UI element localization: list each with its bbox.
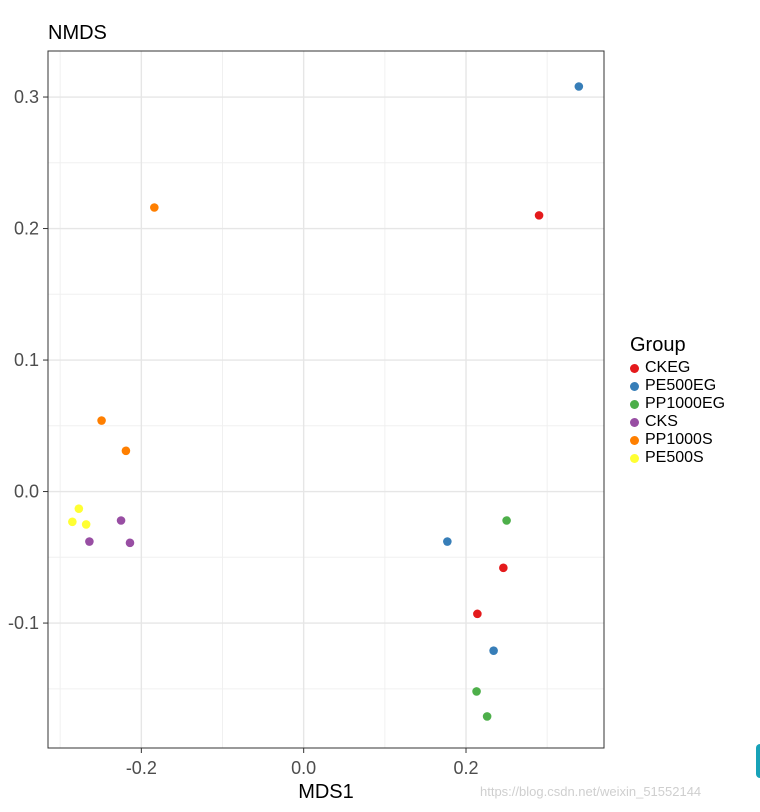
legend-item-cks: CKS (630, 413, 725, 431)
data-point-pe500eg (574, 82, 584, 91)
data-point-pp1000s (150, 203, 159, 212)
legend-item-pp1000s: PP1000S (630, 431, 725, 449)
legend-label: PE500EG (645, 377, 717, 394)
data-point-pp1000eg (482, 712, 492, 721)
side-tab-handle[interactable] (756, 744, 760, 778)
legend-label: PP1000S (645, 431, 713, 448)
data-point-cks (85, 537, 94, 546)
legend-label: PP1000EG (645, 395, 726, 412)
plot-border (47, 50, 605, 749)
legend-title: Group (630, 334, 686, 356)
data-point-pe500s (81, 520, 91, 529)
legend-swatch (630, 453, 639, 463)
y-tick-label: 0.0 (14, 482, 39, 502)
data-point-pp1000s (97, 416, 106, 425)
data-point-pp1000eg (502, 516, 511, 525)
legend-swatch (630, 363, 639, 373)
data-point-pp1000eg (472, 687, 481, 696)
legend-swatch (630, 399, 639, 409)
legend-label: PE500S (645, 449, 704, 466)
data-point-ckeg (473, 609, 482, 619)
legend-swatch (630, 381, 639, 391)
legend: Group CKEG PE500EG PP1000EG CKS PP1000S … (630, 334, 725, 467)
y-tick-label: 0.2 (14, 219, 39, 239)
y-tick-label: 0.3 (14, 87, 39, 107)
legend-label: CKS (645, 413, 678, 430)
data-point-pe500eg (443, 537, 452, 546)
legend-swatch (630, 417, 639, 427)
data-point-pe500s (74, 504, 84, 513)
x-axis-label: MDS1 (298, 781, 354, 803)
x-tick-label: 0.2 (453, 758, 478, 778)
legend-item-ckeg: CKEG (630, 359, 725, 377)
data-point-pp1000s (121, 446, 131, 456)
data-point-pe500s (68, 517, 77, 527)
data-point-cks (125, 538, 135, 548)
legend-item-pe500s: PE500S (630, 449, 725, 467)
legend-label: CKEG (645, 359, 691, 376)
x-tick-label: 0.0 (291, 758, 316, 778)
data-point-pe500eg (489, 646, 498, 655)
data-point-ckeg (499, 563, 508, 573)
chart-title: NMDS (48, 22, 107, 44)
watermark: https://blog.csdn.net/weixin_51552144 (480, 784, 702, 799)
plot-background (48, 51, 604, 748)
y-tick-label: 0.1 (14, 350, 39, 370)
legend-swatch (630, 435, 639, 445)
data-point-ckeg (534, 211, 544, 220)
y-tick-label: -0.1 (8, 613, 39, 633)
legend-item-pe500eg: PE500EG (630, 377, 725, 395)
data-point-cks (116, 516, 126, 525)
x-tick-label: -0.2 (126, 758, 157, 778)
legend-item-pp1000eg: PP1000EG (630, 395, 725, 413)
